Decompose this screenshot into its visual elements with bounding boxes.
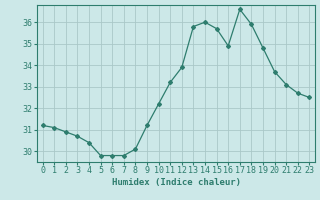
X-axis label: Humidex (Indice chaleur): Humidex (Indice chaleur) — [111, 178, 241, 187]
